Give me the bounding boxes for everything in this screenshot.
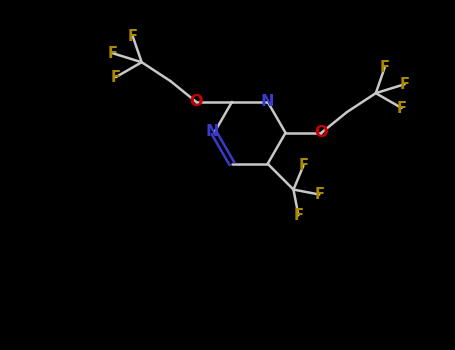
Text: F: F — [399, 77, 410, 92]
Text: O: O — [314, 125, 328, 140]
Text: F: F — [128, 29, 138, 44]
Text: F: F — [298, 158, 308, 173]
Text: F: F — [380, 60, 390, 75]
Text: O: O — [189, 94, 203, 110]
Text: F: F — [397, 100, 407, 116]
Text: N: N — [261, 94, 274, 110]
Text: N: N — [205, 124, 219, 139]
Text: F: F — [314, 187, 324, 202]
Text: F: F — [108, 46, 118, 61]
Text: F: F — [293, 208, 303, 223]
Text: F: F — [111, 70, 121, 85]
